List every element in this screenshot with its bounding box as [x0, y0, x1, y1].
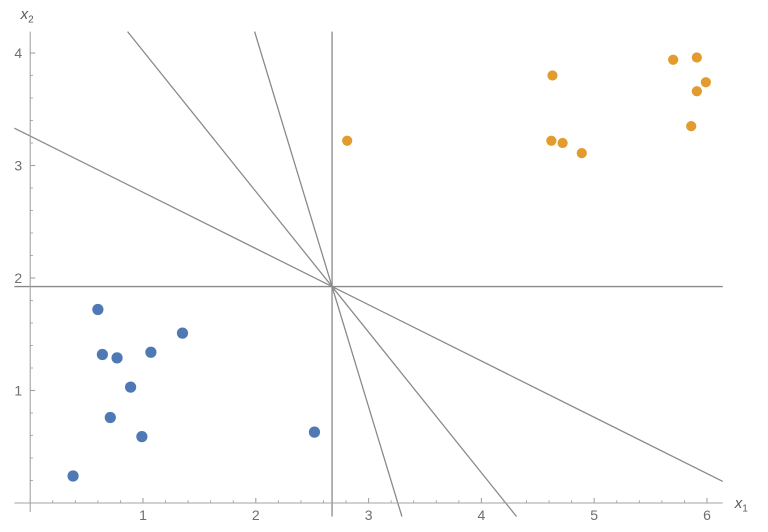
data-point-cluster-orange — [668, 54, 679, 65]
y-tick-label: 3 — [14, 158, 22, 174]
separating-lines-group — [14, 31, 724, 517]
y-axis-label: x2 — [20, 6, 35, 26]
data-point-cluster-orange — [546, 135, 557, 146]
data-point-cluster-blue — [145, 346, 157, 358]
separating-line — [127, 31, 518, 517]
data-point-cluster-blue — [104, 411, 116, 424]
data-point-cluster-orange — [547, 70, 558, 81]
axes-group — [14, 31, 723, 512]
data-points-cluster-blue-group — [67, 303, 321, 482]
tick-marks-group — [30, 52, 708, 503]
separating-line — [253, 31, 403, 517]
data-point-cluster-orange — [686, 121, 697, 132]
y-tick-label: 4 — [14, 45, 22, 61]
data-point-cluster-blue — [111, 352, 123, 364]
data-point-cluster-orange — [557, 137, 568, 149]
data-point-cluster-blue — [92, 303, 104, 316]
x-axis-label: x1 — [734, 495, 749, 515]
data-point-cluster-blue — [96, 348, 108, 361]
data-point-cluster-blue — [124, 381, 137, 393]
x-tick-label: 3 — [365, 507, 373, 523]
data-point-cluster-blue — [67, 470, 79, 482]
data-point-cluster-blue — [308, 426, 321, 438]
y-tick-label: 2 — [14, 270, 22, 286]
data-point-cluster-orange — [691, 86, 702, 97]
data-point-cluster-orange — [691, 52, 702, 63]
separating-line — [14, 127, 724, 482]
x-tick-label: 6 — [703, 507, 711, 523]
tick-labels-group: 1 2 3 4 5 6 1 2 3 4 — [14, 45, 711, 523]
data-point-cluster-blue — [176, 327, 189, 339]
data-point-cluster-orange — [342, 135, 353, 146]
data-points-cluster-orange-group — [342, 52, 711, 159]
x-tick-label: 2 — [252, 507, 260, 523]
x-tick-label: 4 — [478, 507, 486, 523]
data-point-cluster-orange — [576, 148, 587, 159]
y-tick-label: 1 — [14, 383, 22, 399]
data-point-cluster-blue — [136, 431, 148, 443]
x-tick-label: 5 — [590, 507, 598, 523]
data-point-cluster-orange — [700, 77, 711, 88]
x-tick-label: 1 — [139, 507, 147, 523]
